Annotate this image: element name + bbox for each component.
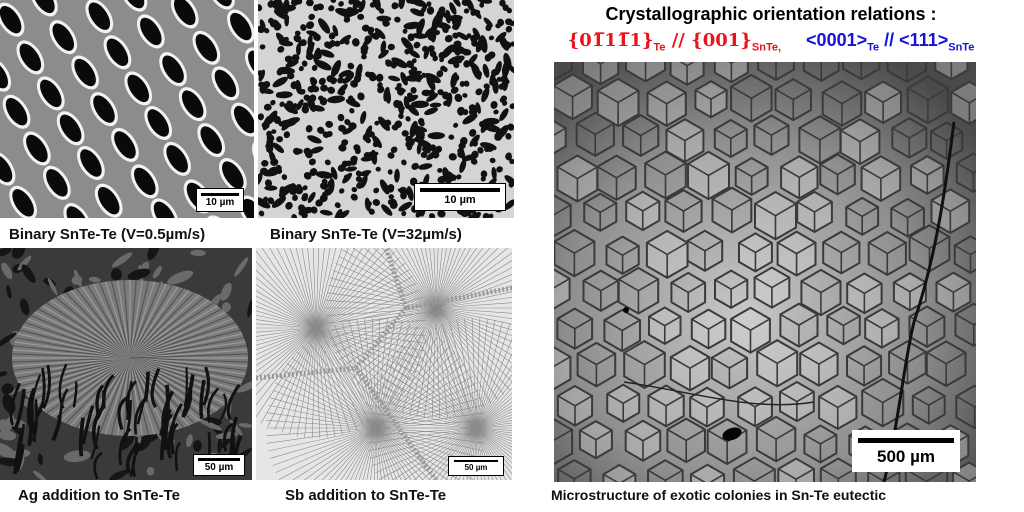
- micrograph-binary-slow: 10 µm: [0, 0, 254, 218]
- scale-label: 50 µm: [464, 463, 488, 472]
- scale-bar: 50 µm: [193, 454, 245, 476]
- scale-bar: 500 µm: [852, 430, 960, 472]
- scale-label: 10 µm: [444, 194, 476, 206]
- scale-label: 500 µm: [877, 446, 935, 466]
- scale-label: 10 µm: [205, 196, 235, 208]
- scale-bar: 10 µm: [414, 183, 506, 211]
- micrograph-exotic-colonies: 500 µm: [554, 62, 976, 482]
- scale-bar: 50 µm: [448, 456, 504, 476]
- scale-bar: 10 µm: [196, 188, 244, 212]
- micrograph-binary-fast: 10 µm: [258, 0, 514, 218]
- caption-binary-slow: Binary SnTe-Te (V=0.5µm/s): [9, 226, 206, 243]
- orientation-relations: {01̅11̅1}Te // {001}SnTe, <0001>Te // <1…: [526, 30, 1016, 54]
- relation-blue: <0001>Te // <111>SnTe: [806, 30, 975, 54]
- micrograph-sb-addition: 50 µm: [256, 248, 512, 480]
- exotic-colonies-image: [554, 62, 976, 482]
- micrograph-ag-addition: 50 µm: [0, 248, 252, 480]
- caption-binary-fast: Binary SnTe-Te (V=32µm/s): [270, 226, 462, 243]
- caption-sb-addition: Sb addition to SnTe-Te: [285, 487, 447, 504]
- rod-lattice-image: [0, 0, 254, 218]
- caption-ag-addition: Ag addition to SnTe-Te: [18, 487, 180, 504]
- sb-colony-image: [256, 248, 512, 480]
- scale-label: 50 µm: [204, 461, 234, 473]
- ag-colony-image: [0, 248, 252, 480]
- caption-exotic-colonies: Microstructure of exotic colonies in Sn-…: [551, 487, 887, 503]
- figure-title: Crystallographic orientation relations :: [605, 4, 937, 24]
- relation-red: {01̅11̅1}Te // {001}SnTe,: [567, 30, 782, 54]
